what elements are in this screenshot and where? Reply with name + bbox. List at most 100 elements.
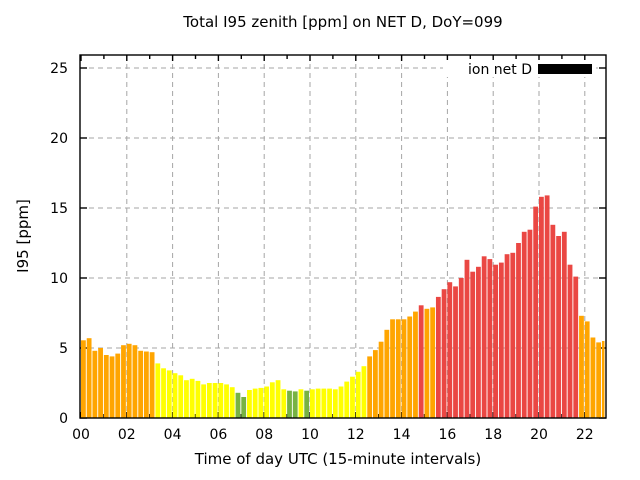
bar-12:45 — [372, 350, 378, 418]
y-axis-label: I95 [ppm] — [14, 199, 32, 273]
legend-swatch-icon — [538, 64, 592, 74]
bar-10:30 — [321, 388, 327, 418]
bar-06:45 — [235, 392, 241, 418]
bar-16:30 — [458, 278, 464, 418]
bar-11:00 — [332, 389, 338, 418]
bar-11:15 — [338, 386, 344, 418]
bar-02:45 — [143, 351, 149, 418]
bar-11:45 — [350, 376, 355, 418]
bar-15:15 — [430, 307, 436, 418]
bar-12:15 — [361, 366, 367, 418]
x-tick-label-20: 20 — [530, 427, 548, 443]
bar-20:45 — [556, 236, 561, 418]
y-tick-label-20: 20 — [50, 131, 68, 147]
bar-18:30 — [504, 254, 510, 418]
x-tick-label-22: 22 — [576, 427, 594, 443]
bar-17:30 — [481, 256, 487, 418]
bar-21:45 — [579, 315, 584, 418]
bar-01:00 — [103, 355, 109, 418]
bar-15:45 — [441, 289, 447, 418]
x-tick-label-14: 14 — [393, 427, 411, 443]
bar-02:15 — [132, 345, 138, 418]
bar-01:30 — [115, 353, 121, 418]
bar-14:30 — [413, 311, 418, 418]
bar-09:45 — [304, 390, 310, 418]
bar-16:15 — [453, 286, 458, 418]
bar-02:00 — [126, 343, 132, 418]
x-tick-label-08: 08 — [255, 427, 273, 443]
bar-06:15 — [224, 384, 229, 418]
x-tick-label-04: 04 — [164, 427, 182, 443]
bar-01:45 — [121, 345, 126, 418]
bar-22:45 — [601, 341, 605, 418]
bar-20:30 — [550, 224, 556, 418]
x-tick-label-18: 18 — [484, 427, 502, 443]
bar-12:30 — [367, 356, 373, 418]
bar-07:15 — [247, 390, 252, 418]
tick-labels: 0 5 10 15 20 25 00 02 04 06 08 10 12 14 16 18 20 22 — [50, 61, 594, 443]
bar-04:15 — [178, 375, 184, 418]
x-tick-label-02: 02 — [118, 427, 136, 443]
bar-02:30 — [138, 350, 144, 418]
y-tick-label-25: 25 — [50, 61, 68, 77]
bar-07:30 — [252, 388, 258, 418]
x-tick-label-12: 12 — [347, 427, 365, 443]
legend: ion net D — [443, 60, 596, 78]
bar-22:30 — [596, 342, 602, 418]
bar-08:30 — [275, 380, 281, 418]
bar-14:00 — [401, 319, 407, 418]
bar-07:45 — [258, 387, 264, 418]
bar-06:30 — [229, 387, 235, 418]
bar-14:45 — [418, 305, 424, 418]
y-tick-label-15: 15 — [50, 201, 68, 217]
y-tick-label-10: 10 — [50, 271, 68, 287]
bar-18:45 — [510, 252, 516, 418]
bar-08:00 — [264, 386, 269, 418]
bar-19:00 — [516, 243, 521, 418]
y-tick-label-0: 0 — [59, 411, 68, 427]
bar-08:45 — [281, 389, 287, 418]
bar-13:45 — [395, 319, 401, 418]
bar-17:00 — [470, 271, 476, 418]
bar-05:45 — [212, 383, 218, 418]
bar-21:30 — [573, 276, 579, 418]
plot-border — [79, 54, 607, 419]
bar-18:15 — [498, 262, 504, 418]
x-tick-label-10: 10 — [301, 427, 319, 443]
bar-15:00 — [424, 308, 430, 418]
bar-04:30 — [184, 380, 189, 418]
x-tick-label-00: 00 — [72, 427, 90, 443]
bar-22:00 — [584, 321, 590, 418]
bar-17:45 — [487, 259, 493, 418]
bar-05:00 — [195, 380, 201, 418]
bar-01:15 — [109, 356, 115, 418]
x-tick-label-06: 06 — [209, 427, 227, 443]
bar-13:00 — [378, 341, 384, 418]
bar-10:15 — [315, 388, 321, 418]
bar-14:15 — [407, 316, 413, 418]
bar-16:45 — [464, 259, 470, 418]
y-tick-label-5: 5 — [59, 341, 68, 357]
bar-09:00 — [287, 390, 292, 418]
bar-03:30 — [161, 368, 166, 418]
bar-18:00 — [493, 264, 498, 418]
bar-17:15 — [476, 266, 481, 418]
x-axis-label: Time of day UTC (15-minute intervals) — [194, 450, 481, 468]
bar-20:15 — [544, 195, 550, 418]
bar-05:30 — [206, 383, 212, 418]
bar-19:45 — [533, 206, 539, 418]
bar-21:00 — [561, 231, 567, 418]
bar-10:00 — [310, 389, 315, 418]
legend-label: ion net D — [468, 62, 532, 78]
bar-06:00 — [218, 383, 224, 418]
bar-05:15 — [201, 384, 207, 418]
x-tick-label-16: 16 — [438, 427, 456, 443]
bar-11:30 — [344, 381, 350, 418]
bar-00:00 — [81, 340, 86, 418]
bar-10:45 — [327, 388, 332, 418]
bar-09:15 — [292, 391, 298, 418]
bar-03:45 — [166, 370, 172, 418]
bar-08:15 — [269, 382, 275, 418]
